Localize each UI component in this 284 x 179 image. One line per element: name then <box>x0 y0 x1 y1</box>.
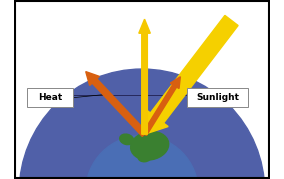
FancyArrow shape <box>145 15 238 134</box>
Text: Sunlight: Sunlight <box>196 93 239 102</box>
Circle shape <box>86 136 198 179</box>
Text: Heat: Heat <box>38 93 62 102</box>
Circle shape <box>19 69 265 179</box>
Circle shape <box>40 90 244 179</box>
FancyArrow shape <box>86 72 147 136</box>
Circle shape <box>58 107 226 179</box>
Ellipse shape <box>131 132 169 160</box>
FancyBboxPatch shape <box>187 88 248 107</box>
Circle shape <box>73 123 211 179</box>
Ellipse shape <box>120 134 133 145</box>
Ellipse shape <box>138 153 151 162</box>
FancyArrow shape <box>143 77 180 136</box>
FancyArrow shape <box>139 19 150 134</box>
FancyBboxPatch shape <box>27 88 73 107</box>
